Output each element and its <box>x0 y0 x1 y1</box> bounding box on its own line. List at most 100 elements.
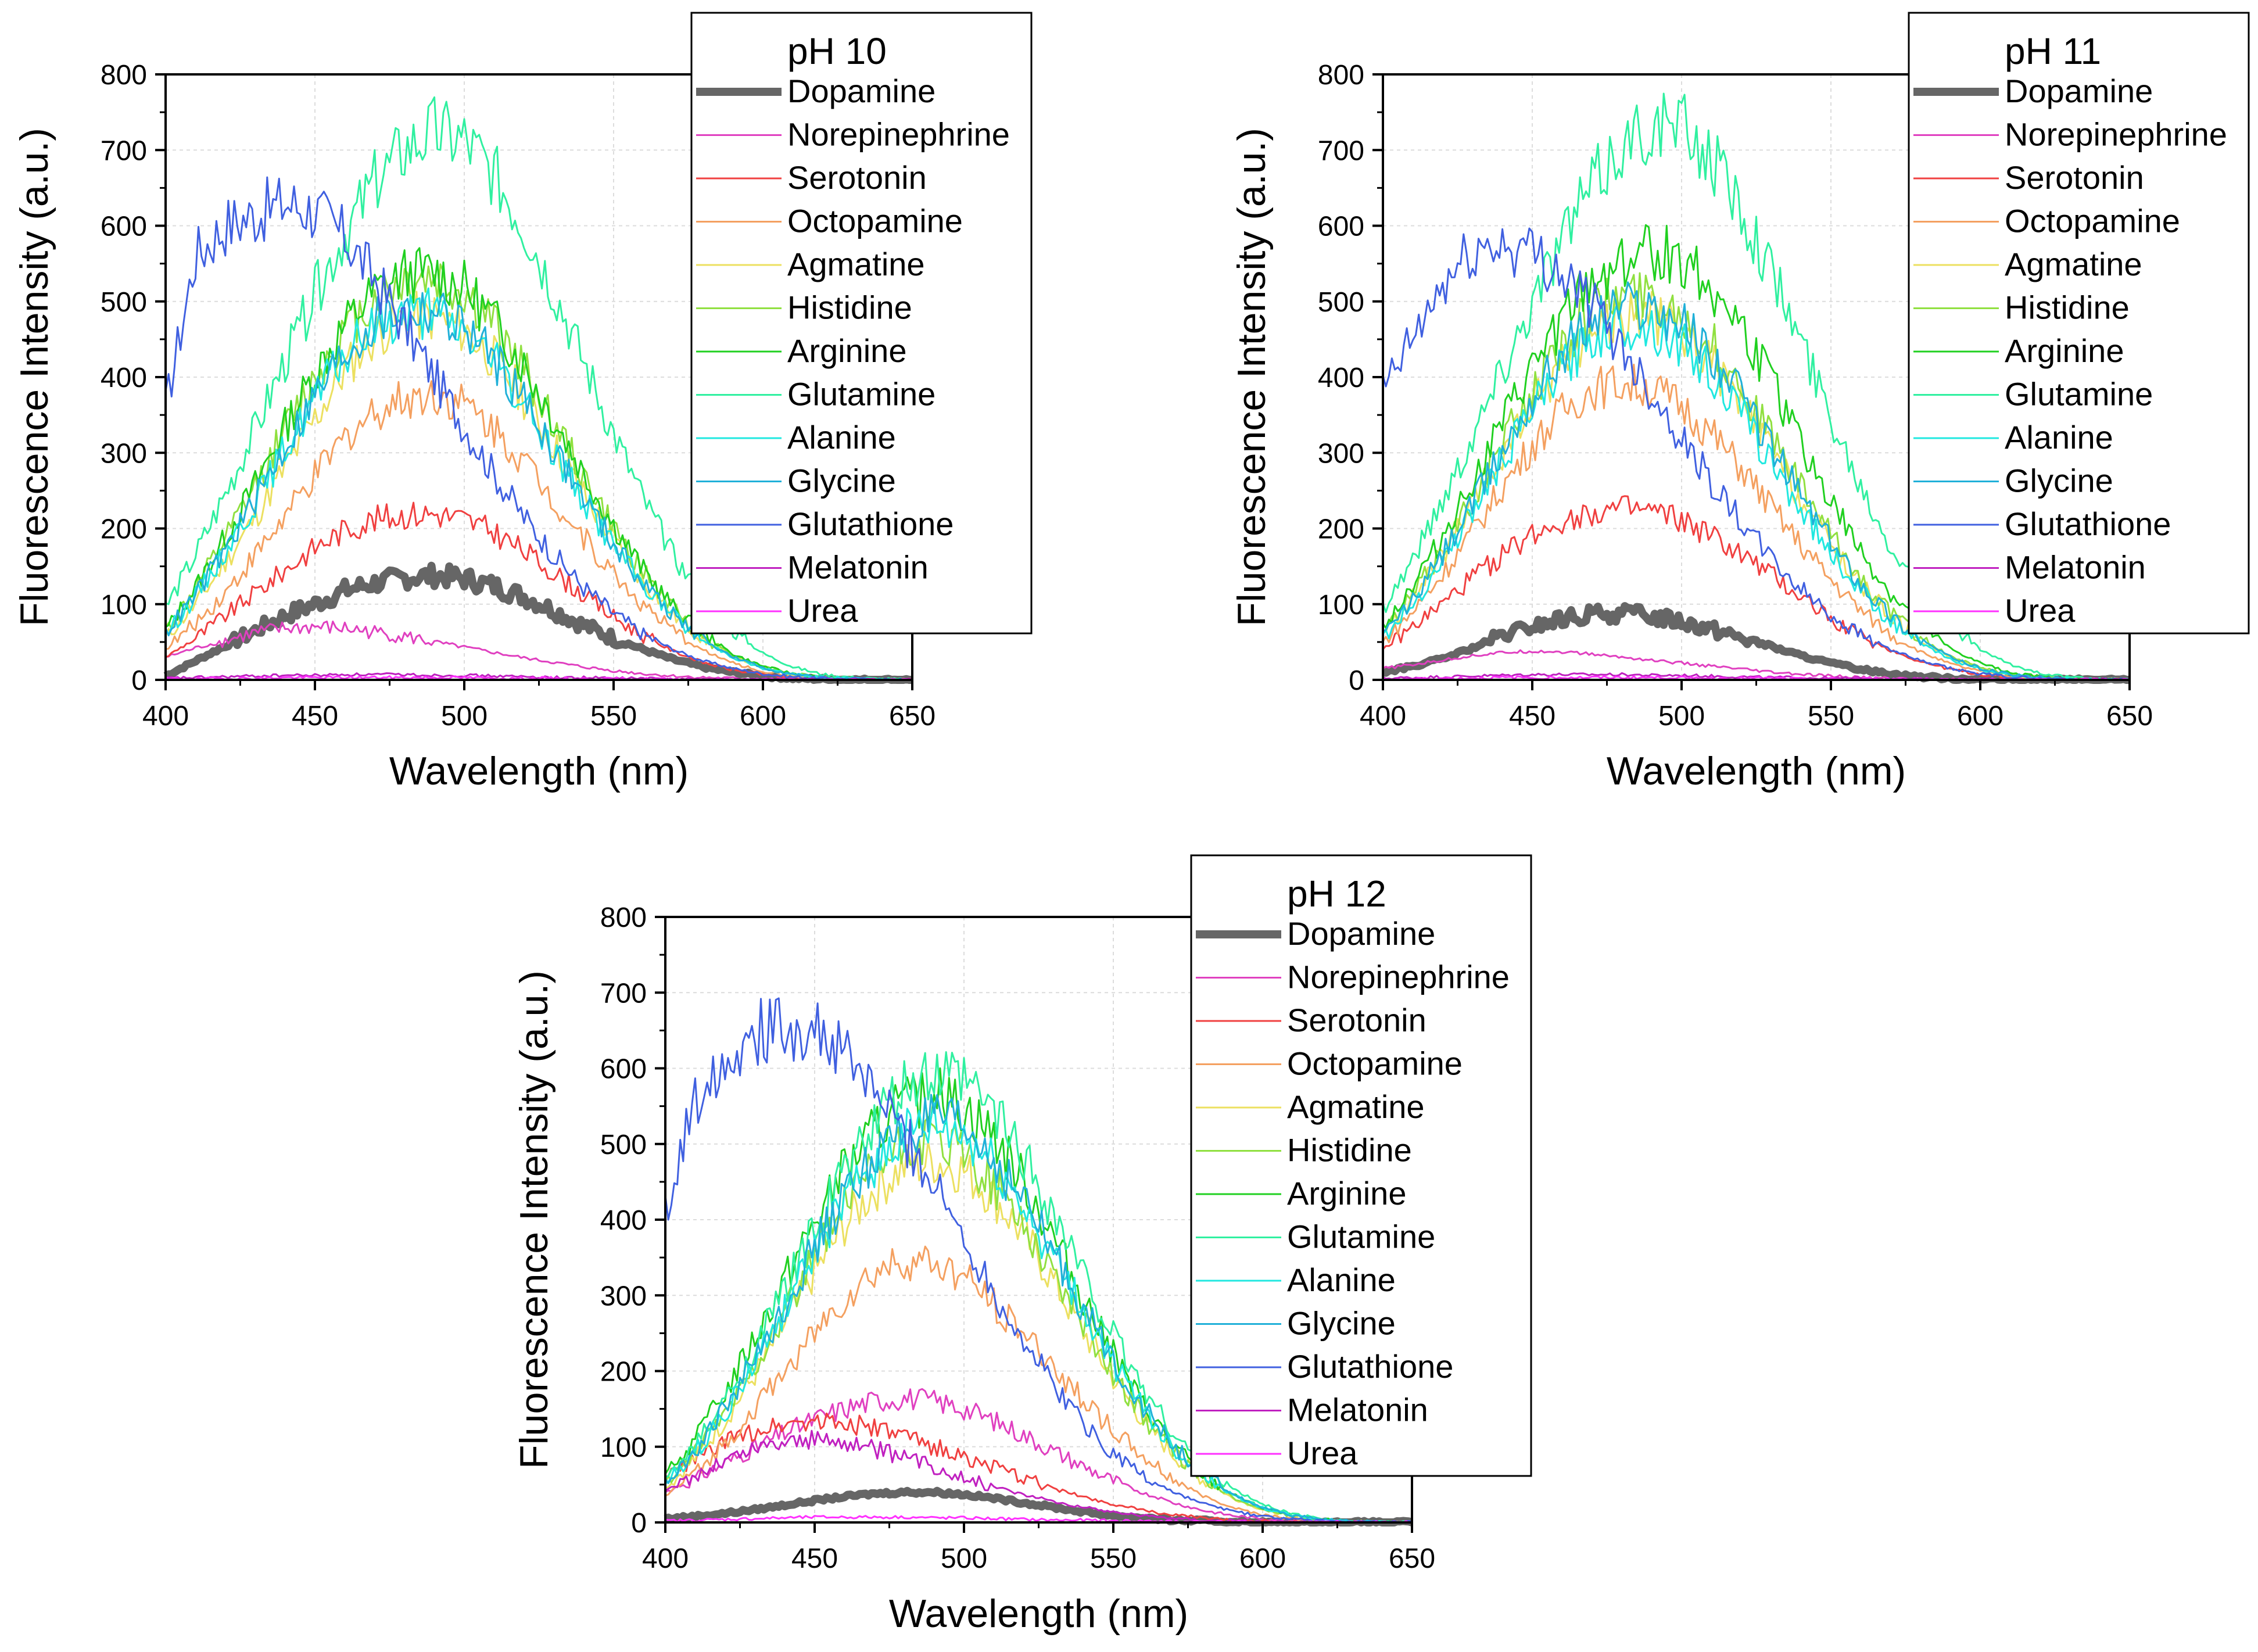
y-tick-label: 700 <box>1318 135 1364 166</box>
x-tick-label: 650 <box>2106 701 2153 732</box>
y-tick-label: 800 <box>1318 60 1364 91</box>
legend-label-octopamine: Octopamine <box>2005 203 2180 239</box>
x-tick-label: 550 <box>590 701 637 732</box>
x-tick-label: 600 <box>1957 701 2003 732</box>
x-tick-label: 650 <box>1389 1543 1435 1574</box>
y-tick-label: 500 <box>600 1130 647 1160</box>
legend-label-glutathione: Glutathione <box>2005 506 2171 542</box>
x-tick-label: 450 <box>292 701 338 732</box>
legend-box <box>1190 854 1532 1477</box>
series-line-glutathione <box>1382 227 2130 681</box>
legend-label-glycine: Glycine <box>1287 1305 1396 1342</box>
legend-label-agmatine: Agmatine <box>2005 246 2142 282</box>
legend-label-agmatine: Agmatine <box>787 246 925 282</box>
y-tick-label: 800 <box>600 902 647 933</box>
legend-label-agmatine: Agmatine <box>1287 1088 1425 1125</box>
legend-label-melatonin: Melatonin <box>787 549 929 586</box>
legend-box <box>690 12 1033 635</box>
series-line-glycine <box>164 292 912 681</box>
legend-title: pH 10 <box>787 30 887 72</box>
series-line-glutamine <box>1382 92 2130 681</box>
y-tick-label: 0 <box>631 1508 647 1539</box>
y-tick-label: 700 <box>600 978 647 1009</box>
series-line-octopamine <box>165 380 912 681</box>
legend-label-octopamine: Octopamine <box>787 203 963 239</box>
y-tick-label: 700 <box>101 135 147 166</box>
y-tick-label: 300 <box>101 438 147 469</box>
x-axis-label: Wavelength (nm) <box>389 749 689 793</box>
legend-label-histidine: Histidine <box>2005 289 2130 326</box>
x-axis-label: Wavelength (nm) <box>1607 749 1906 793</box>
y-tick-label: 0 <box>131 665 147 696</box>
legend-label-urea: Urea <box>1287 1435 1358 1471</box>
y-tick-label: 200 <box>600 1357 647 1388</box>
legend-label-glutamine: Glutamine <box>2005 376 2153 413</box>
legend-label-alanine: Alanine <box>1287 1262 1396 1298</box>
legend-label-glutamine: Glutamine <box>787 376 936 413</box>
x-tick-label: 600 <box>1239 1543 1286 1574</box>
series-line-octopamine <box>665 1245 1412 1524</box>
y-tick-label: 500 <box>101 287 147 318</box>
legend-label-norepinephrine: Norepinephrine <box>1287 959 1510 995</box>
legend-label-glutathione: Glutathione <box>787 506 954 542</box>
series-line-glycine <box>664 1094 1413 1524</box>
y-tick-label: 600 <box>1318 212 1364 242</box>
legend-label-arginine: Arginine <box>2005 332 2124 369</box>
y-axis-label: Fluorescence Intensity (a.u.) <box>512 970 556 1469</box>
x-tick-label: 650 <box>889 701 936 732</box>
legend-label-alanine: Alanine <box>2005 419 2113 456</box>
y-tick-label: 500 <box>1318 287 1364 318</box>
series-line-alanine <box>665 1102 1413 1524</box>
legend-label-dopamine: Dopamine <box>787 73 936 109</box>
x-tick-label: 450 <box>791 1543 838 1574</box>
y-tick-label: 800 <box>101 60 147 91</box>
legend-label-arginine: Arginine <box>1287 1175 1406 1212</box>
y-axis-label: Fluorescence Intensity (a.u.) <box>1230 128 1274 626</box>
legend-label-norepinephrine: Norepinephrine <box>2005 116 2227 153</box>
x-tick-label: 600 <box>740 701 786 732</box>
x-axis-label: Wavelength (nm) <box>889 1592 1188 1636</box>
y-tick-label: 600 <box>101 212 147 242</box>
y-axis-label: Fluorescence Intensity (a.u.) <box>12 128 56 626</box>
legend-label-glutathione: Glutathione <box>1287 1348 1453 1385</box>
legend-label-glutamine: Glutamine <box>1287 1219 1435 1255</box>
y-tick-label: 400 <box>1318 363 1364 393</box>
legend-label-norepinephrine: Norepinephrine <box>787 116 1010 153</box>
series-line-glutathione <box>664 997 1413 1524</box>
x-tick-label: 500 <box>941 1543 987 1574</box>
y-tick-label: 300 <box>600 1281 647 1311</box>
y-tick-label: 400 <box>101 363 147 393</box>
legend-label-melatonin: Melatonin <box>1287 1392 1428 1428</box>
chart-ph11: 0 100 200 300 400 500 600 700 800 400 450 500 550 600… <box>1230 12 2250 793</box>
y-tick-label: 100 <box>1318 590 1364 621</box>
chart-panel-ph11: 0 100 200 300 400 500 600 700 800 400 450 500 550 600… <box>1217 0 2258 808</box>
legend-label-serotonin: Serotonin <box>2005 159 2144 196</box>
legend-label-urea: Urea <box>2005 592 2076 629</box>
x-tick-label: 500 <box>441 701 488 732</box>
y-tick-label: 200 <box>101 514 147 545</box>
y-tick-label: 100 <box>101 590 147 621</box>
y-tick-label: 200 <box>1318 514 1364 545</box>
x-tick-label: 450 <box>1509 701 1555 732</box>
chart-panel-ph10: 0 100 200 300 400 500 600 700 800 400 450 500 550 600… <box>0 0 1104 808</box>
x-tick-label: 550 <box>1090 1543 1137 1574</box>
y-tick-label: 300 <box>1318 438 1364 469</box>
x-tick-label: 400 <box>1360 701 1406 732</box>
series-lines <box>664 997 1414 1526</box>
series-line-alanine <box>1382 306 2130 681</box>
y-tick-label: 400 <box>600 1205 647 1236</box>
y-tick-label: 100 <box>600 1432 647 1463</box>
legend-label-dopamine: Dopamine <box>1287 915 1435 952</box>
legend-label-glycine: Glycine <box>2005 463 2113 499</box>
legend-box <box>1908 12 2250 635</box>
y-tick-label: 600 <box>600 1054 647 1085</box>
legend-label-histidine: Histidine <box>787 289 912 326</box>
legend-label-histidine: Histidine <box>1287 1132 1412 1169</box>
series-lines <box>163 96 913 684</box>
legend-label-arginine: Arginine <box>787 332 906 369</box>
x-tick-label: 550 <box>1808 701 1854 732</box>
legend-label-melatonin: Melatonin <box>2005 549 2146 586</box>
series-line-glutamine <box>165 96 912 681</box>
